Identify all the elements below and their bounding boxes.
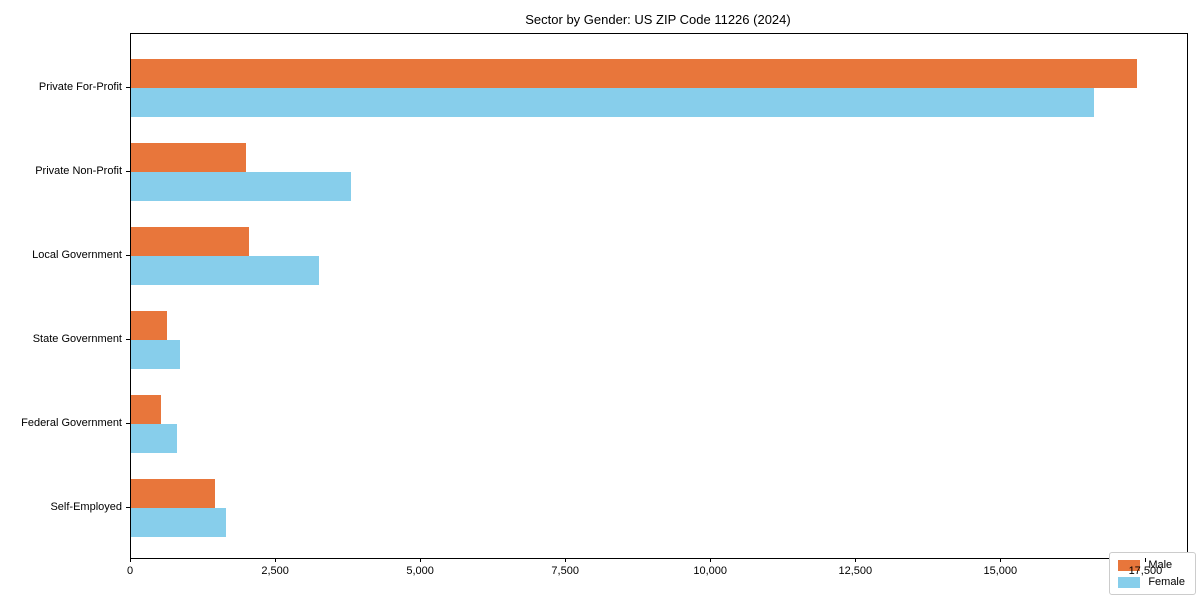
x-tick-label: 12,500 xyxy=(838,565,873,577)
bar-female-1 xyxy=(131,88,1094,117)
y-tick-label: State Government xyxy=(32,333,122,345)
x-tick-mark xyxy=(130,558,131,562)
x-tick-label: 5,000 xyxy=(406,565,434,577)
x-tick-label: 15,000 xyxy=(983,565,1018,577)
bar-male-2 xyxy=(131,143,246,172)
plot-area xyxy=(130,33,1188,559)
legend-swatch-male xyxy=(1118,559,1141,571)
x-tick-mark xyxy=(1000,558,1002,562)
bar-male-6 xyxy=(131,479,216,508)
x-tick-label: 17,500 xyxy=(1128,565,1163,577)
x-tick-mark xyxy=(275,558,277,562)
bar-female-4 xyxy=(131,340,181,369)
legend-item-female: Female xyxy=(1118,576,1185,588)
legend-label-male: Male xyxy=(1148,559,1173,571)
x-tick-label: 7,500 xyxy=(551,565,579,577)
bar-male-1 xyxy=(131,59,1137,88)
y-tick-mark xyxy=(126,87,130,88)
x-tick-label: 0 xyxy=(126,565,134,577)
bar-male-3 xyxy=(131,227,249,256)
bar-male-5 xyxy=(131,395,161,424)
y-tick-label: Private For-Profit xyxy=(38,81,122,93)
y-tick-label: Self-Employed xyxy=(50,501,122,513)
legend-swatch-female xyxy=(1118,576,1141,588)
x-tick-mark xyxy=(855,558,857,562)
bar-female-5 xyxy=(131,424,178,453)
legend-item-male: Male xyxy=(1118,559,1185,571)
y-tick-label: Local Government xyxy=(32,249,122,261)
x-tick-mark xyxy=(710,558,712,562)
x-tick-label: 10,000 xyxy=(693,565,728,577)
bar-female-3 xyxy=(131,256,319,285)
bar-male-4 xyxy=(131,311,167,340)
legend: Male Female xyxy=(1109,552,1196,595)
y-tick-mark xyxy=(126,255,130,256)
y-tick-mark xyxy=(126,507,130,508)
y-tick-label: Private Non-Profit xyxy=(35,165,122,177)
y-tick-label: Federal Government xyxy=(21,417,122,429)
y-tick-mark xyxy=(126,423,130,424)
bar-female-6 xyxy=(131,508,226,537)
x-tick-mark xyxy=(1145,558,1147,562)
x-tick-mark xyxy=(565,558,567,562)
chart-title: Sector by Gender: US ZIP Code 11226 (202… xyxy=(525,12,791,27)
bar-female-2 xyxy=(131,172,351,201)
x-tick-label: 2,500 xyxy=(261,565,289,577)
y-tick-mark xyxy=(126,171,130,172)
legend-label-female: Female xyxy=(1148,576,1185,588)
x-tick-mark xyxy=(420,558,422,562)
y-tick-mark xyxy=(126,339,130,340)
